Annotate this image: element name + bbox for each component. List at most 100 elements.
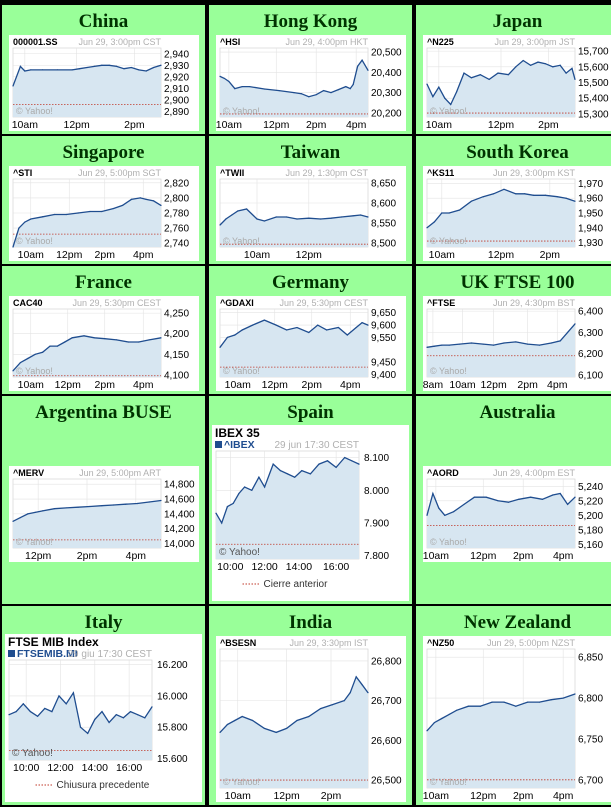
data-point bbox=[293, 92, 295, 94]
chart-australia[interactable]: 5,240 5,220 5,200 5,180 5,160 10am 12pm 2pm 4pm ^… bbox=[423, 466, 611, 562]
chart-france[interactable]: 4,250 4,200 4,150 4,100 10am 12pm 2pm 4pm CAC40 J… bbox=[9, 296, 199, 391]
data-point bbox=[357, 65, 359, 67]
chart-hong-kong[interactable]: 20,500 20,400 20,300 20,200 10am 12pm 2pm 4pm ^H… bbox=[216, 35, 406, 131]
x-tick-label: 12pm bbox=[296, 249, 323, 261]
data-point bbox=[275, 216, 277, 218]
data-point bbox=[530, 64, 532, 66]
data-point bbox=[479, 74, 481, 76]
data-point bbox=[34, 353, 36, 355]
y-tick-label: 14,400 bbox=[164, 509, 195, 520]
data-point bbox=[139, 197, 141, 199]
chart-south-korea[interactable]: 1,970 1,960 1,950 1,940 1,930 10am 12pm 2pm ^KS1… bbox=[423, 166, 611, 261]
data-point bbox=[441, 717, 443, 720]
y-tick-label: 5,200 bbox=[578, 511, 603, 522]
chart-italy[interactable]: 16.200 16.000 15.800 15.600 10:00 12:00 14:00 1… bbox=[5, 634, 202, 802]
data-point bbox=[234, 334, 236, 336]
data-point bbox=[320, 707, 322, 710]
y-tick-label: 6,700 bbox=[578, 775, 603, 786]
data-point bbox=[251, 324, 254, 326]
data-point bbox=[574, 693, 576, 695]
data-point bbox=[30, 218, 32, 220]
data-point bbox=[42, 69, 44, 71]
market-title: Italy bbox=[84, 612, 123, 633]
chart-japan[interactable]: 15,700 15,600 15,500 15,400 15,300 10am 12pm 2p… bbox=[423, 35, 611, 131]
data-point bbox=[433, 721, 435, 724]
data-point bbox=[130, 198, 132, 200]
chart-new-zealand[interactable]: 6,850 6,800 6,750 6,700 10am 12pm 2pm 4pm ^NZ50 J… bbox=[423, 636, 611, 802]
data-point bbox=[527, 343, 529, 345]
timestamp: Jun 29, 5:30pm CEST bbox=[279, 298, 368, 308]
chart-spain[interactable]: 8.100 8.000 7.900 7.800 10:00 12:00 14:00 16:00… bbox=[212, 425, 409, 601]
market-title: Germany bbox=[271, 272, 350, 293]
data-point bbox=[345, 85, 347, 88]
y-tick-label: 14,000 bbox=[164, 539, 195, 550]
x-tick-label: 10:00 bbox=[13, 762, 39, 774]
market-title: Spain bbox=[287, 402, 334, 423]
chart-argentina-buse[interactable]: 14,800 14,600 14,400 14,200 14,000 12pm 2pm 4pm… bbox=[9, 466, 199, 562]
x-tick-label: 12pm bbox=[480, 379, 507, 391]
chart-china[interactable]: 2,940 2,930 2,920 2,910 2,900 2,890 10am 12pm 2p… bbox=[9, 35, 199, 131]
y-tick-label: 9,650 bbox=[371, 308, 396, 319]
symbol-label: ^FTSE bbox=[427, 298, 455, 308]
market-cell-france: France 4,250 4,200 4,150 4,100 10am 12pm 2pm 4pm… bbox=[2, 266, 205, 394]
data-point bbox=[562, 697, 564, 699]
x-tick-label: 10am bbox=[423, 790, 449, 802]
series-area bbox=[427, 323, 575, 377]
data-point bbox=[438, 507, 440, 509]
data-point bbox=[361, 59, 363, 61]
y-tick-label: 15,700 bbox=[578, 47, 609, 58]
data-point bbox=[65, 703, 67, 705]
y-tick-label: 6,800 bbox=[578, 694, 603, 705]
market-cell-uk-ftse-100: UK FTSE 100 6,400 6,300 6,200 6,100 8am 10am 12… bbox=[416, 266, 611, 394]
market-cell-argentina-buse: Argentina BUSE 14,800 14,600 14,400 14,200 14… bbox=[2, 396, 205, 604]
data-point bbox=[275, 324, 277, 326]
yahoo-watermark: © Yahoo! bbox=[219, 547, 260, 558]
x-tick-label: 10am bbox=[18, 249, 45, 261]
data-point bbox=[116, 339, 118, 341]
data-point bbox=[318, 463, 320, 465]
y-tick-label: 8.000 bbox=[364, 486, 389, 497]
chart-taiwan[interactable]: 8,650 8,600 8,550 8,500 10am 12pm ^TWII Jun 29,… bbox=[216, 166, 406, 261]
data-point bbox=[426, 346, 428, 348]
data-point bbox=[367, 324, 369, 326]
x-tick-label: 14:00 bbox=[82, 762, 108, 774]
data-point bbox=[101, 505, 103, 507]
symbol-label: CAC40 bbox=[13, 298, 43, 308]
data-point bbox=[42, 216, 44, 218]
y-tick-label: 14,600 bbox=[164, 495, 195, 506]
x-tick-label: 4pm bbox=[126, 550, 147, 562]
chart-svg: 5,240 5,220 5,200 5,180 5,160 10am 12pm 2pm 4pm ^… bbox=[423, 468, 603, 562]
y-tick-label: 9,450 bbox=[371, 358, 396, 369]
data-point bbox=[108, 64, 110, 66]
timestamp: Jun 29, 3:00pm KST bbox=[493, 168, 576, 178]
data-point bbox=[42, 351, 44, 353]
data-point bbox=[113, 504, 115, 506]
chart-uk-ftse-100[interactable]: 6,400 6,300 6,200 6,100 8am 10am 12pm 2pm 4pm ^FT… bbox=[423, 296, 611, 391]
data-point bbox=[493, 193, 495, 195]
symbol-label: ^AORD bbox=[427, 468, 459, 478]
data-point bbox=[77, 506, 79, 508]
data-point bbox=[438, 86, 440, 88]
data-point bbox=[343, 700, 345, 702]
data-point bbox=[72, 692, 74, 694]
y-tick-label: 2,780 bbox=[164, 209, 189, 220]
chart-india[interactable]: 26,800 26,700 26,600 26,500 10am 12pm 2pm ^BSES… bbox=[216, 636, 406, 802]
chart-singapore[interactable]: 2,820 2,800 2,780 2,760 2,740 10am 12pm 2pm 4pm ^… bbox=[9, 166, 199, 261]
chart-svg: 4,250 4,200 4,150 4,100 10am 12pm 2pm 4pm CAC40 J… bbox=[12, 298, 189, 391]
data-point bbox=[463, 503, 465, 506]
y-tick-label: 5,160 bbox=[578, 540, 603, 551]
data-point bbox=[294, 476, 296, 478]
data-point bbox=[467, 705, 470, 707]
y-tick-label: 5,180 bbox=[578, 525, 603, 536]
data-point bbox=[56, 69, 59, 71]
y-tick-label: 20,300 bbox=[371, 88, 402, 99]
data-point bbox=[296, 719, 298, 722]
x-tick-label: 2pm bbox=[517, 379, 538, 391]
data-point bbox=[301, 470, 303, 472]
chart-germany[interactable]: 9,650 9,600 9,550 9,450 9,400 10am 12pm 2pm 4pm ^… bbox=[216, 296, 406, 391]
series-area bbox=[13, 197, 161, 247]
data-point bbox=[518, 498, 520, 500]
data-point bbox=[355, 326, 357, 329]
data-point bbox=[232, 502, 234, 504]
y-tick-label: 15,400 bbox=[578, 94, 609, 105]
